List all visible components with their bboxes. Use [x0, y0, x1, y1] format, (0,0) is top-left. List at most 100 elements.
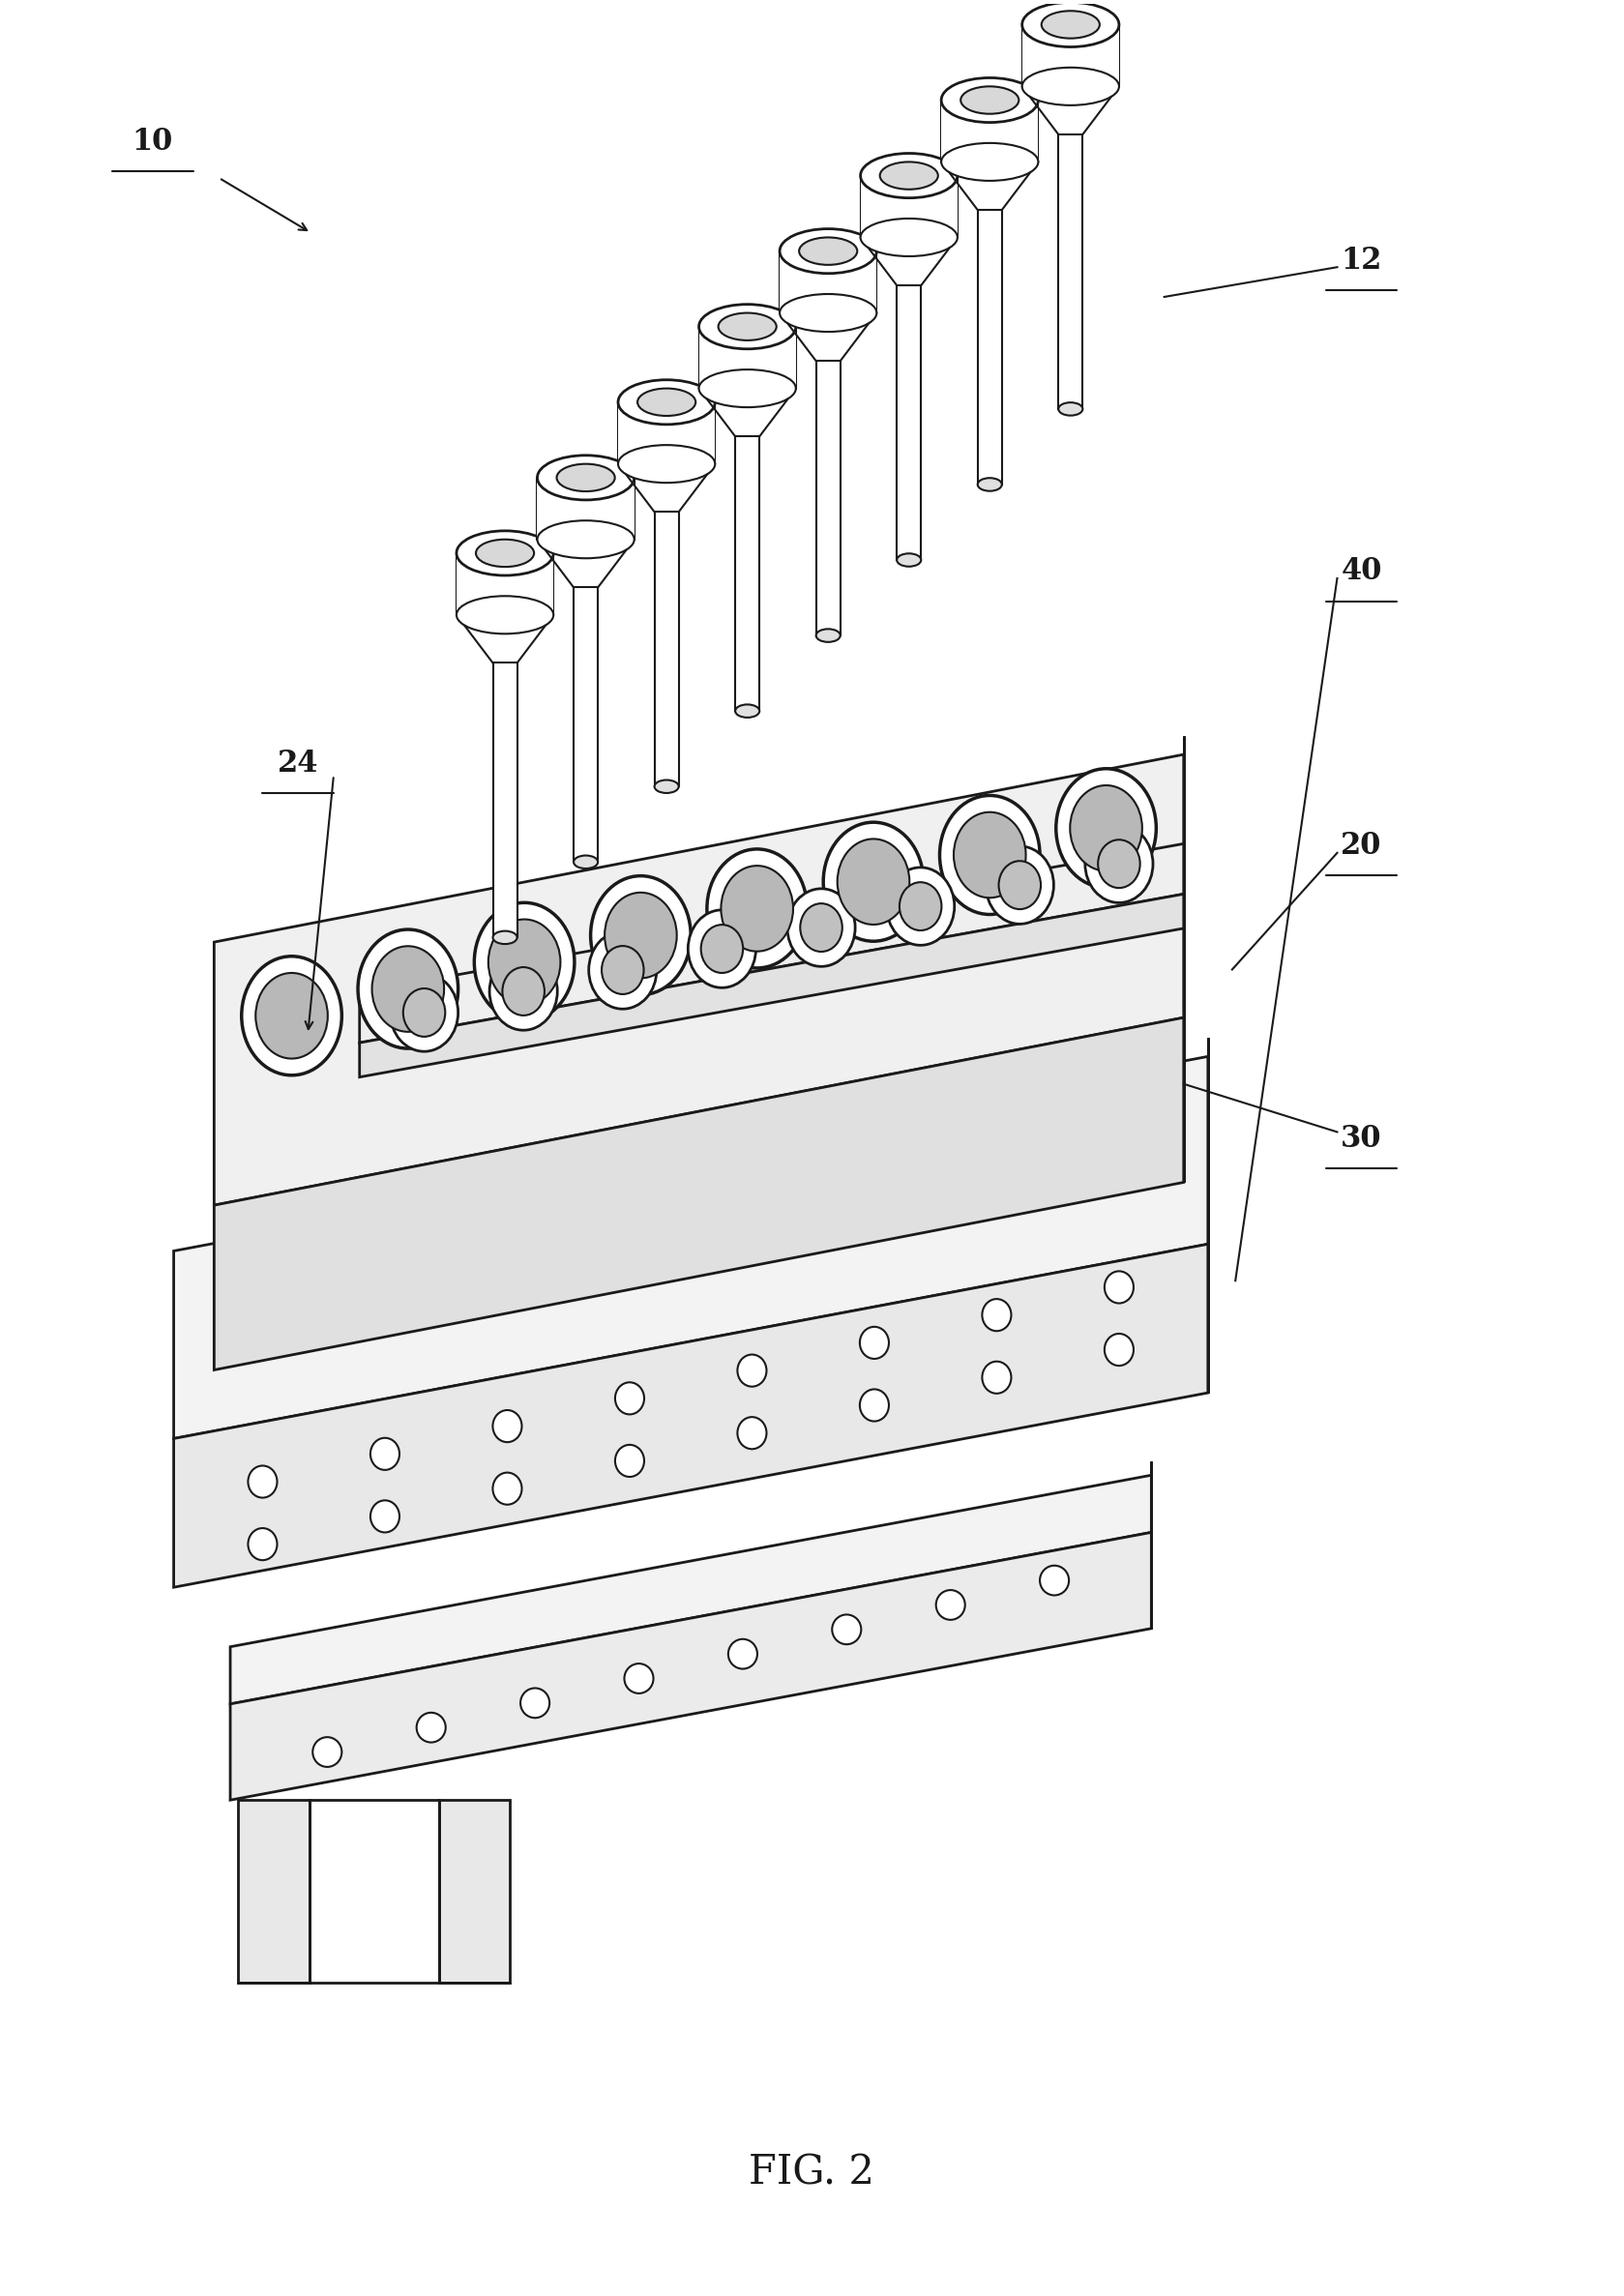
- Ellipse shape: [859, 1389, 888, 1421]
- Ellipse shape: [799, 236, 857, 264]
- Ellipse shape: [728, 1639, 757, 1669]
- Polygon shape: [1059, 135, 1083, 409]
- Ellipse shape: [370, 1499, 400, 1531]
- Polygon shape: [174, 1056, 1208, 1440]
- Ellipse shape: [999, 861, 1041, 909]
- Polygon shape: [492, 664, 516, 937]
- Text: 12: 12: [1341, 246, 1382, 276]
- Polygon shape: [174, 1244, 1208, 1587]
- Ellipse shape: [456, 597, 554, 634]
- Polygon shape: [1021, 25, 1119, 87]
- Polygon shape: [231, 1474, 1151, 1704]
- Polygon shape: [214, 755, 1184, 1205]
- Ellipse shape: [942, 78, 1038, 122]
- Ellipse shape: [940, 794, 1039, 914]
- Ellipse shape: [372, 946, 443, 1031]
- Ellipse shape: [718, 312, 776, 340]
- Ellipse shape: [638, 388, 695, 416]
- Polygon shape: [815, 360, 840, 636]
- Ellipse shape: [403, 990, 445, 1038]
- Ellipse shape: [698, 305, 796, 349]
- Ellipse shape: [474, 902, 575, 1022]
- Polygon shape: [942, 101, 1038, 163]
- Polygon shape: [736, 436, 760, 712]
- Ellipse shape: [619, 379, 715, 425]
- Ellipse shape: [838, 838, 909, 925]
- Polygon shape: [359, 843, 1184, 1042]
- Ellipse shape: [900, 882, 942, 930]
- Ellipse shape: [390, 974, 458, 1052]
- Ellipse shape: [456, 530, 554, 576]
- Polygon shape: [861, 174, 958, 236]
- Polygon shape: [978, 209, 1002, 484]
- Text: 40: 40: [1341, 556, 1382, 585]
- Polygon shape: [239, 1800, 310, 1984]
- Ellipse shape: [624, 1665, 653, 1694]
- Polygon shape: [359, 893, 1184, 1077]
- Polygon shape: [698, 326, 796, 388]
- Ellipse shape: [1104, 1272, 1134, 1304]
- Ellipse shape: [978, 478, 1002, 491]
- Ellipse shape: [604, 893, 677, 978]
- Ellipse shape: [520, 1688, 549, 1717]
- Ellipse shape: [801, 902, 843, 951]
- Ellipse shape: [1085, 824, 1153, 902]
- Text: 10: 10: [132, 126, 174, 156]
- Ellipse shape: [619, 445, 715, 482]
- Ellipse shape: [1056, 769, 1156, 889]
- Ellipse shape: [590, 932, 656, 1008]
- Ellipse shape: [538, 521, 635, 558]
- Ellipse shape: [615, 1382, 645, 1414]
- Ellipse shape: [736, 705, 760, 719]
- Polygon shape: [438, 1800, 510, 1984]
- Ellipse shape: [780, 294, 877, 333]
- Ellipse shape: [861, 154, 958, 197]
- Ellipse shape: [357, 930, 458, 1049]
- Ellipse shape: [1039, 1566, 1069, 1596]
- Ellipse shape: [1104, 1334, 1134, 1366]
- Polygon shape: [231, 1531, 1151, 1800]
- Ellipse shape: [557, 464, 615, 491]
- Ellipse shape: [831, 1614, 861, 1644]
- Ellipse shape: [880, 163, 939, 188]
- Ellipse shape: [737, 1417, 767, 1449]
- Ellipse shape: [502, 967, 544, 1015]
- Ellipse shape: [706, 850, 807, 969]
- Ellipse shape: [601, 946, 643, 994]
- Ellipse shape: [935, 1591, 965, 1619]
- Ellipse shape: [492, 1472, 521, 1504]
- Ellipse shape: [702, 925, 744, 974]
- Polygon shape: [654, 512, 679, 788]
- Text: 30: 30: [1341, 1123, 1382, 1155]
- Ellipse shape: [492, 930, 516, 944]
- Ellipse shape: [255, 974, 328, 1058]
- Ellipse shape: [983, 1300, 1012, 1332]
- Ellipse shape: [489, 918, 560, 1006]
- Ellipse shape: [721, 866, 793, 951]
- Polygon shape: [573, 588, 598, 861]
- Ellipse shape: [788, 889, 856, 967]
- Ellipse shape: [1021, 67, 1119, 106]
- Ellipse shape: [896, 553, 921, 567]
- Ellipse shape: [313, 1738, 341, 1768]
- Text: FIG. 2: FIG. 2: [749, 2154, 875, 2193]
- Text: 24: 24: [278, 748, 318, 778]
- Ellipse shape: [1070, 785, 1142, 870]
- Polygon shape: [619, 402, 715, 464]
- Ellipse shape: [538, 455, 635, 501]
- Ellipse shape: [654, 781, 679, 792]
- Polygon shape: [780, 250, 877, 312]
- Ellipse shape: [370, 1437, 400, 1469]
- Polygon shape: [538, 478, 635, 540]
- Ellipse shape: [489, 953, 557, 1031]
- Ellipse shape: [859, 1327, 888, 1359]
- Ellipse shape: [417, 1713, 445, 1743]
- Ellipse shape: [1059, 402, 1083, 416]
- Ellipse shape: [1041, 11, 1099, 39]
- Ellipse shape: [1021, 2, 1119, 46]
- Ellipse shape: [689, 909, 755, 987]
- Ellipse shape: [942, 142, 1038, 181]
- Ellipse shape: [961, 87, 1018, 115]
- Ellipse shape: [698, 370, 796, 406]
- Ellipse shape: [887, 868, 955, 946]
